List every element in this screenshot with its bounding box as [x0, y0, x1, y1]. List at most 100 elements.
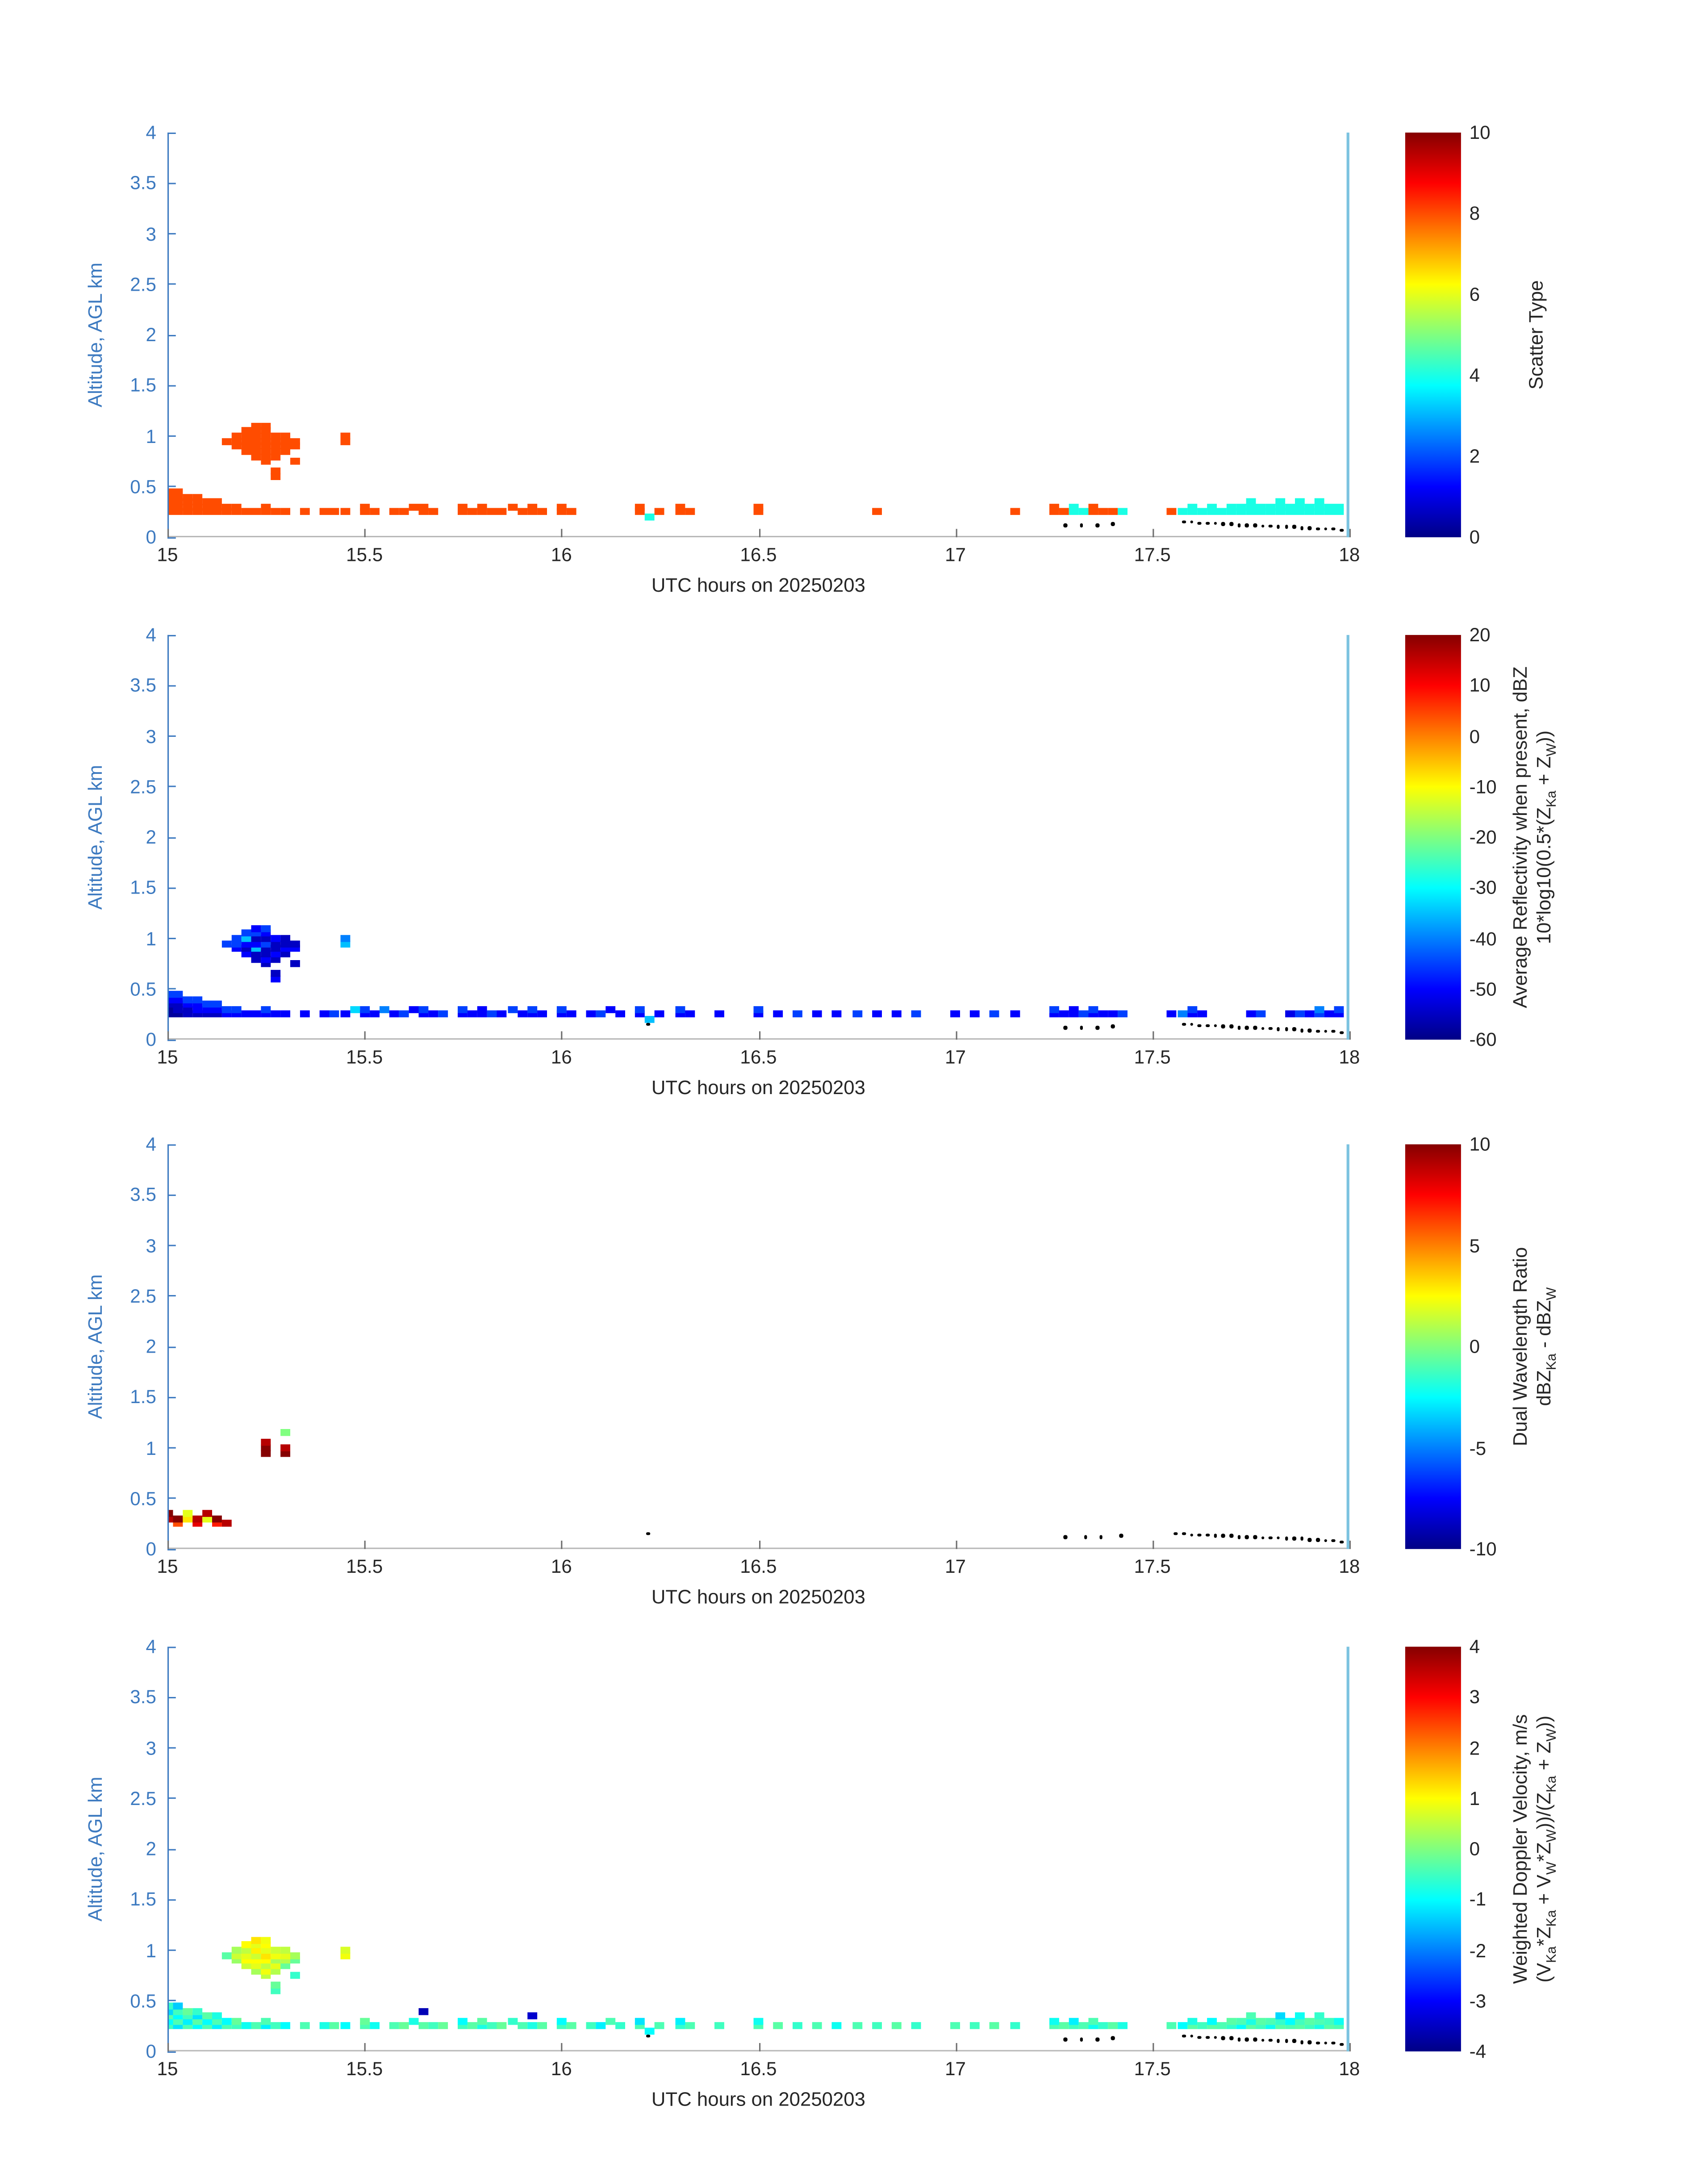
colorbar-tick-label: -4 [1469, 2041, 1487, 2062]
clutter-dot [1064, 523, 1068, 527]
clutter-dot [1324, 1029, 1328, 1034]
data-cell [596, 2022, 606, 2030]
y-tick-label: 1.5 [130, 1387, 156, 1408]
data-cell [202, 498, 212, 506]
colorbar-tick-label: 10 [1469, 122, 1491, 143]
x-tick-label: 17 [945, 1046, 966, 1068]
data-cell [1197, 508, 1207, 516]
data-cell [1098, 508, 1108, 516]
data-cell [1197, 1011, 1207, 1018]
data-cell [1256, 2017, 1266, 2025]
y-tick-mark [167, 634, 176, 636]
data-cell [1324, 2017, 1335, 2025]
data-cell [793, 2022, 803, 2030]
colorbar-tick-label: -2 [1469, 1939, 1487, 1961]
clutter-dot [1206, 521, 1210, 525]
y-tick-label: 4 [146, 1636, 156, 1657]
data-cell [399, 2022, 409, 2030]
x-tick-label: 16 [551, 2058, 572, 2080]
x-tick-label: 16 [551, 1556, 572, 1577]
data-cell [359, 503, 370, 510]
data-cell [487, 508, 497, 516]
data-cell [832, 1011, 842, 1018]
x-tick-mark [955, 529, 957, 538]
right-axis-line [1346, 635, 1349, 1040]
data-cell [1226, 503, 1236, 510]
clutter-dot [1229, 2036, 1233, 2040]
data-cell [1236, 2017, 1246, 2025]
data-cell [167, 1006, 172, 1013]
data-cell [487, 2022, 497, 2030]
data-cell [714, 2022, 724, 2030]
colorbar-gradient [1405, 1646, 1461, 2052]
x-tick-mark [167, 2043, 169, 2052]
data-cell [167, 1510, 172, 1517]
y-tick-label: 3.5 [130, 675, 156, 696]
data-cell [399, 1011, 409, 1018]
y-tick-label: 1.5 [130, 375, 156, 396]
data-cell [428, 2022, 438, 2030]
data-cell [793, 1011, 803, 1018]
clutter-dot [1300, 2040, 1304, 2044]
data-cell [231, 2017, 242, 2025]
data-cell [290, 1972, 301, 1979]
y-tick-mark [167, 1646, 176, 1648]
data-cell [167, 2022, 172, 2030]
data-cell [290, 458, 301, 465]
data-cell [231, 935, 242, 942]
data-cell [167, 995, 172, 1003]
data-cell [950, 1011, 960, 1018]
data-cell [1207, 503, 1216, 510]
colorbar-tick-label: 5 [1469, 1235, 1480, 1256]
colorbar-tick-label: -3 [1469, 1990, 1487, 2011]
data-cell [891, 1011, 902, 1018]
data-cell [271, 2022, 281, 2030]
data-cell [261, 503, 271, 510]
clutter-dot [1064, 1535, 1068, 1539]
data-cell [369, 508, 380, 516]
data-cell [1334, 2017, 1345, 2025]
plot-area: 15 15.5 16 16.5 17 17.5 18 0 0.5 1 1.5 2 2.5 3 3.5 4 [130, 1134, 1360, 1577]
clutter-dot [1276, 525, 1281, 529]
data-cell [487, 1011, 497, 1018]
y-tick-mark [167, 1797, 176, 1799]
data-cell [280, 935, 291, 942]
y-tick-mark [167, 1346, 176, 1348]
clutter-dot [1284, 1537, 1288, 1541]
data-cell [635, 503, 645, 510]
colorbar: -4 -3 -2 -1 0 1 2 3 4 [1405, 1636, 1486, 2062]
clutter-dot [1206, 1024, 1210, 1028]
colorbar-label-line: Weighted Doppler Velocity, m/s [1508, 1714, 1532, 1984]
data-cell [221, 940, 232, 947]
data-cell [167, 2007, 172, 2014]
y-tick-mark [167, 132, 176, 134]
colorbar-label-line: Scatter Type [1524, 280, 1548, 390]
clutter-dot [1300, 1028, 1304, 1032]
data-cell [586, 1011, 596, 1018]
data-cell [271, 468, 281, 475]
data-cell [773, 2022, 783, 2030]
clutter-dot [1324, 2041, 1328, 2045]
clutter-dot [1324, 1539, 1328, 1543]
colorbar-label-subscript: W [1545, 743, 1560, 756]
data-cell [172, 2002, 182, 2010]
data-cell [852, 2022, 862, 2030]
clutter-dot [1099, 1535, 1103, 1539]
data-cell [182, 1510, 192, 1517]
colorbar-label: Scatter Type [1524, 280, 1548, 390]
x-tick-label: 18 [1339, 1556, 1360, 1577]
x-tick-mark [758, 529, 760, 538]
data-cell [241, 1011, 251, 1018]
y-tick-mark [167, 836, 176, 838]
y-tick-label: 1 [146, 928, 156, 949]
data-cell [1098, 1011, 1108, 1018]
plot-area: 15 15.5 16 16.5 17 17.5 18 0 0.5 1 1.5 2 2.5 3 3.5 4 [130, 624, 1360, 1067]
data-cell [221, 1006, 232, 1013]
clutter-dot [1332, 527, 1336, 531]
clutter-dot [1206, 1533, 1210, 1537]
data-cell [537, 508, 547, 516]
data-cell [192, 493, 202, 501]
data-cell [192, 1515, 202, 1522]
y-tick-mark [167, 233, 176, 234]
x-tick-label: 16.5 [740, 1046, 777, 1068]
